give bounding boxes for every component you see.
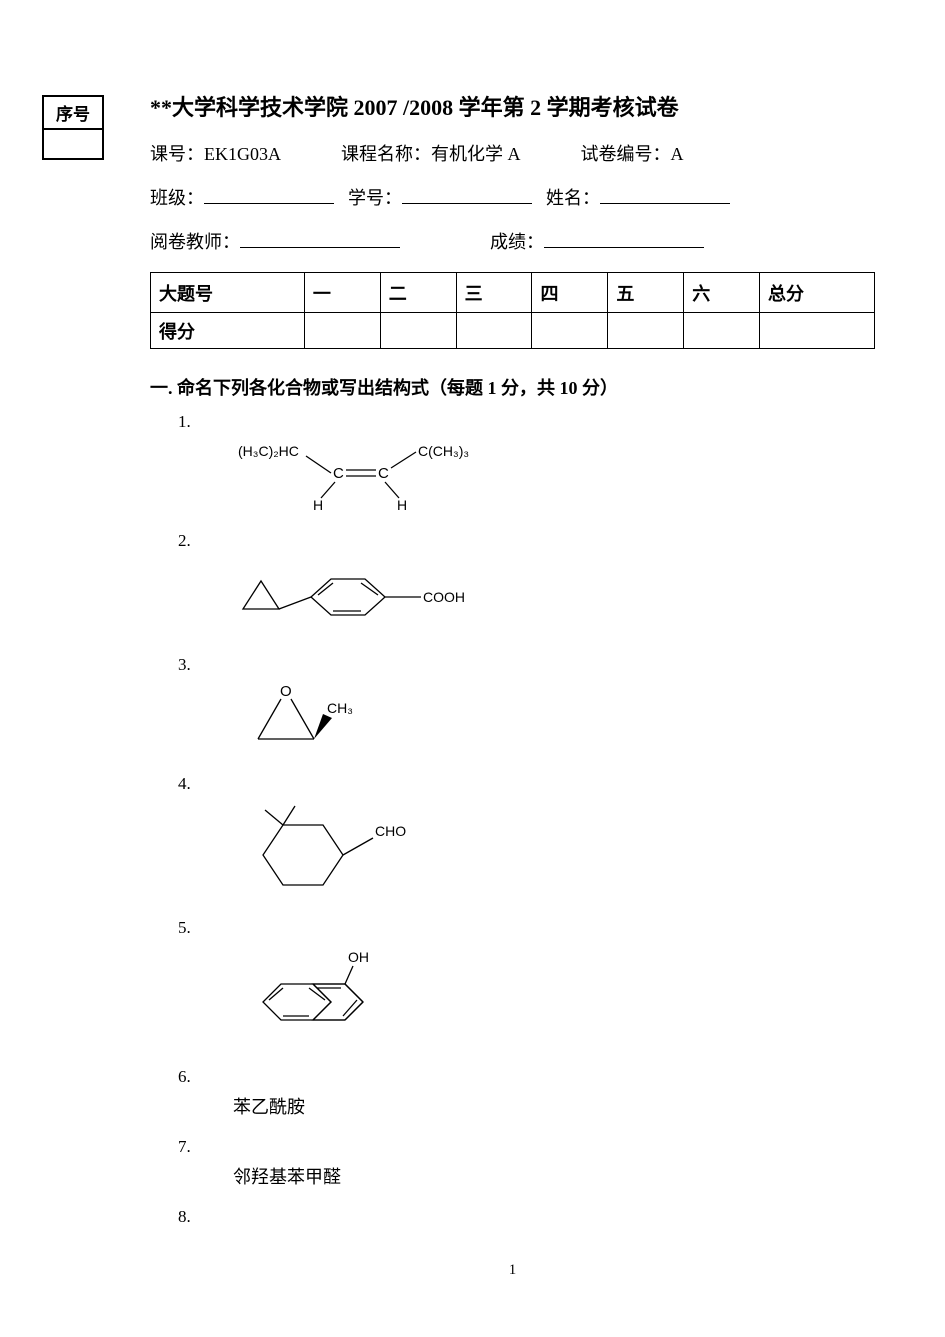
table-cell[interactable] <box>380 313 456 349</box>
svg-text:OH: OH <box>348 949 369 965</box>
score-label: 成绩： <box>490 228 544 254</box>
question-4: 4. CHO <box>178 774 875 900</box>
question-2: 2. COOH <box>178 531 875 637</box>
grader-label: 阅卷教师： <box>150 228 240 254</box>
structure-2: COOH <box>233 557 875 637</box>
question-number: 4. <box>178 774 875 794</box>
sequence-number-box: 序号 <box>42 95 104 160</box>
svg-text:C: C <box>333 465 344 482</box>
question-number: 6. <box>178 1067 875 1087</box>
question-number: 5. <box>178 918 875 938</box>
question-5: 5. <box>178 918 875 1049</box>
table-header: 二 <box>380 273 456 313</box>
question-number: 2. <box>178 531 875 551</box>
structure-4: CHO <box>233 800 875 900</box>
student-name-field[interactable] <box>600 184 730 204</box>
question-8: 8. <box>178 1207 875 1227</box>
table-cell: 得分 <box>151 313 305 349</box>
structure-3: O CH₃ <box>233 681 875 756</box>
table-cell[interactable] <box>304 313 380 349</box>
question-number: 8. <box>178 1207 875 1227</box>
question-7-text: 邻羟基苯甲醛 <box>233 1163 875 1189</box>
student-name-label: 姓名： <box>546 184 600 210</box>
svg-text:H: H <box>313 497 323 513</box>
question-3: 3. O CH₃ <box>178 655 875 756</box>
sequence-value <box>44 130 102 158</box>
student-row: 班级： 学号： 姓名： <box>150 184 875 210</box>
course-name-label: 课程名称： <box>341 140 431 166</box>
question-number: 3. <box>178 655 875 675</box>
student-id-field[interactable] <box>402 184 532 204</box>
svg-text:(H₃C)₂HC: (H₃C)₂HC <box>238 443 299 459</box>
table-header: 五 <box>608 273 684 313</box>
course-num-label: 课号： <box>150 140 204 166</box>
table-cell[interactable] <box>456 313 532 349</box>
course-row: 课号： EK1G03A 课程名称： 有机化学 A 试卷编号： A <box>150 140 875 166</box>
question-1: 1. (H₃C)₂HC C C C(CH₃)₃ H <box>178 412 875 513</box>
table-header: 四 <box>532 273 608 313</box>
paper-num-label: 试卷编号： <box>581 140 671 166</box>
course-name-value: 有机化学 A <box>431 140 521 166</box>
table-header: 大题号 <box>151 273 305 313</box>
svg-text:COOH: COOH <box>423 589 465 605</box>
question-number: 7. <box>178 1137 875 1157</box>
table-header: 一 <box>304 273 380 313</box>
table-row: 大题号 一 二 三 四 五 六 总分 <box>151 273 875 313</box>
score-table: 大题号 一 二 三 四 五 六 总分 得分 <box>150 272 875 349</box>
table-header: 六 <box>684 273 760 313</box>
svg-text:CH₃: CH₃ <box>327 700 353 716</box>
sequence-label: 序号 <box>44 97 102 130</box>
page-number: 1 <box>150 1262 875 1279</box>
svg-text:O: O <box>280 683 292 700</box>
table-cell[interactable] <box>684 313 760 349</box>
table-cell[interactable] <box>608 313 684 349</box>
class-field[interactable] <box>204 184 334 204</box>
svg-text:CHO: CHO <box>375 823 406 839</box>
svg-text:C: C <box>378 465 389 482</box>
course-num-value: EK1G03A <box>204 144 281 165</box>
section-1-title: 一. 命名下列各化合物或写出结构式（每题 1 分，共 10 分） <box>150 374 875 400</box>
table-cell[interactable] <box>760 313 875 349</box>
table-row: 得分 <box>151 313 875 349</box>
structure-1: (H₃C)₂HC C C C(CH₃)₃ H H <box>233 438 875 513</box>
svg-text:H: H <box>397 497 407 513</box>
student-id-label: 学号： <box>348 184 402 210</box>
question-6: 6. 苯乙酰胺 <box>178 1067 875 1119</box>
question-6-text: 苯乙酰胺 <box>233 1093 875 1119</box>
grader-field[interactable] <box>240 228 400 248</box>
svg-text:C(CH₃)₃: C(CH₃)₃ <box>418 443 469 459</box>
table-header: 三 <box>456 273 532 313</box>
question-7: 7. 邻羟基苯甲醛 <box>178 1137 875 1189</box>
score-field[interactable] <box>544 228 704 248</box>
grader-row: 阅卷教师： 成绩： <box>150 228 875 254</box>
structure-5: OH <box>233 944 875 1049</box>
table-cell[interactable] <box>532 313 608 349</box>
class-label: 班级： <box>150 184 204 210</box>
page-title: **大学科学技术学院 2007 /2008 学年第 2 学期考核试卷 <box>150 90 875 122</box>
table-header: 总分 <box>760 273 875 313</box>
question-number: 1. <box>178 412 875 432</box>
paper-num-value: A <box>671 144 684 165</box>
